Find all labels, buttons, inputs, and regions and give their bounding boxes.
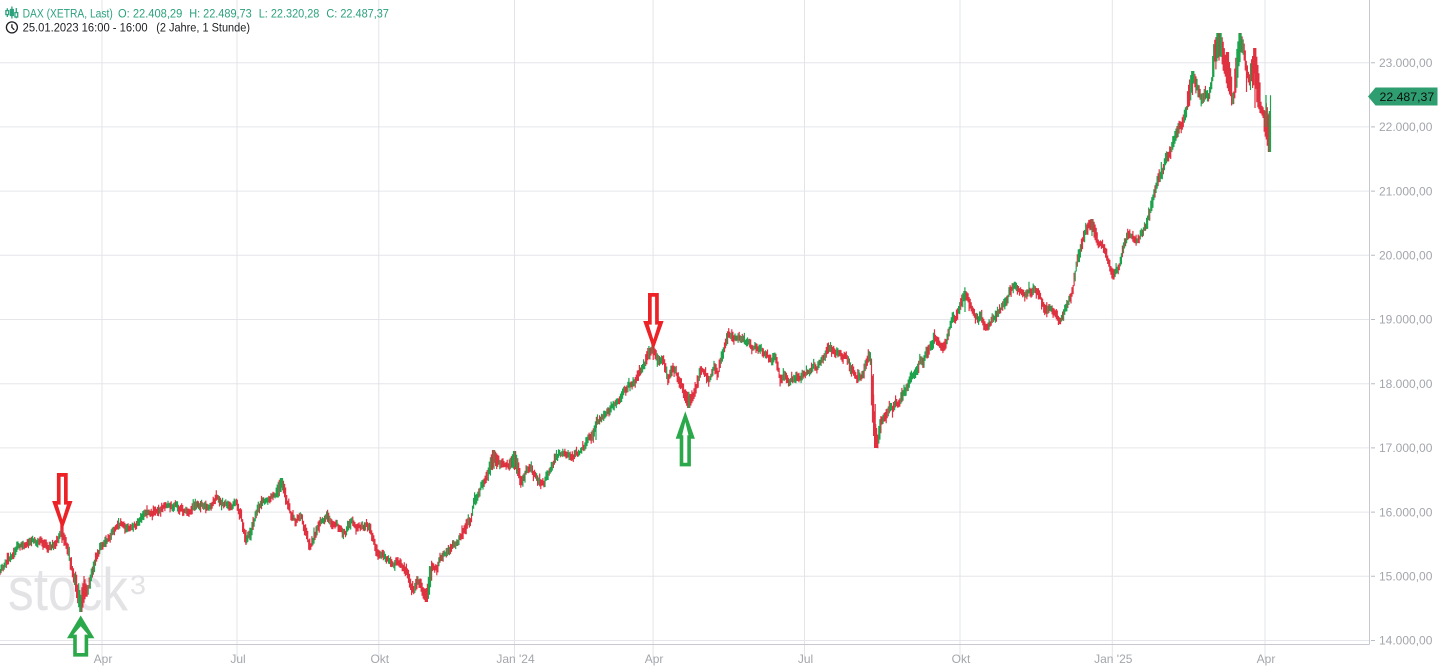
svg-text:Okt: Okt bbox=[370, 652, 389, 666]
svg-text:16.000,00: 16.000,00 bbox=[1379, 505, 1433, 519]
svg-text:Apr: Apr bbox=[1257, 652, 1276, 666]
svg-text:19.000,00: 19.000,00 bbox=[1379, 313, 1433, 327]
svg-text:22.000,00: 22.000,00 bbox=[1379, 120, 1433, 134]
svg-text:DAX (XETRA, Last): DAX (XETRA, Last) bbox=[23, 6, 113, 20]
svg-text:Okt: Okt bbox=[952, 652, 971, 666]
svg-text:14.000,00: 14.000,00 bbox=[1379, 634, 1433, 648]
svg-text:Apr: Apr bbox=[645, 652, 664, 666]
svg-text:Apr: Apr bbox=[94, 652, 113, 666]
svg-text:stock: stock bbox=[8, 556, 129, 623]
svg-text:Jan '24: Jan '24 bbox=[496, 652, 535, 666]
svg-text:23.000,00: 23.000,00 bbox=[1379, 56, 1433, 70]
svg-text:21.000,00: 21.000,00 bbox=[1379, 184, 1433, 198]
svg-text:Jul: Jul bbox=[798, 652, 813, 666]
svg-text:O: 22.408,29: O: 22.408,29 bbox=[118, 6, 182, 20]
svg-text:H: 22.489,73: H: 22.489,73 bbox=[189, 6, 252, 20]
svg-text:(2 Jahre, 1 Stunde): (2 Jahre, 1 Stunde) bbox=[156, 21, 250, 35]
svg-text:17.000,00: 17.000,00 bbox=[1379, 441, 1433, 455]
svg-text:L: 22.320,28: L: 22.320,28 bbox=[259, 6, 320, 20]
svg-text:C: 22.487,37: C: 22.487,37 bbox=[326, 6, 389, 20]
svg-text:25.01.2023 16:00 - 16:00: 25.01.2023 16:00 - 16:00 bbox=[23, 21, 148, 35]
svg-text:20.000,00: 20.000,00 bbox=[1379, 249, 1433, 263]
svg-text:Jan '25: Jan '25 bbox=[1094, 652, 1133, 666]
svg-text:Jul: Jul bbox=[230, 652, 245, 666]
svg-text:18.000,00: 18.000,00 bbox=[1379, 377, 1433, 391]
svg-text:3: 3 bbox=[130, 570, 146, 600]
svg-text:15.000,00: 15.000,00 bbox=[1379, 570, 1433, 584]
svg-text:22.487,37: 22.487,37 bbox=[1380, 90, 1435, 104]
